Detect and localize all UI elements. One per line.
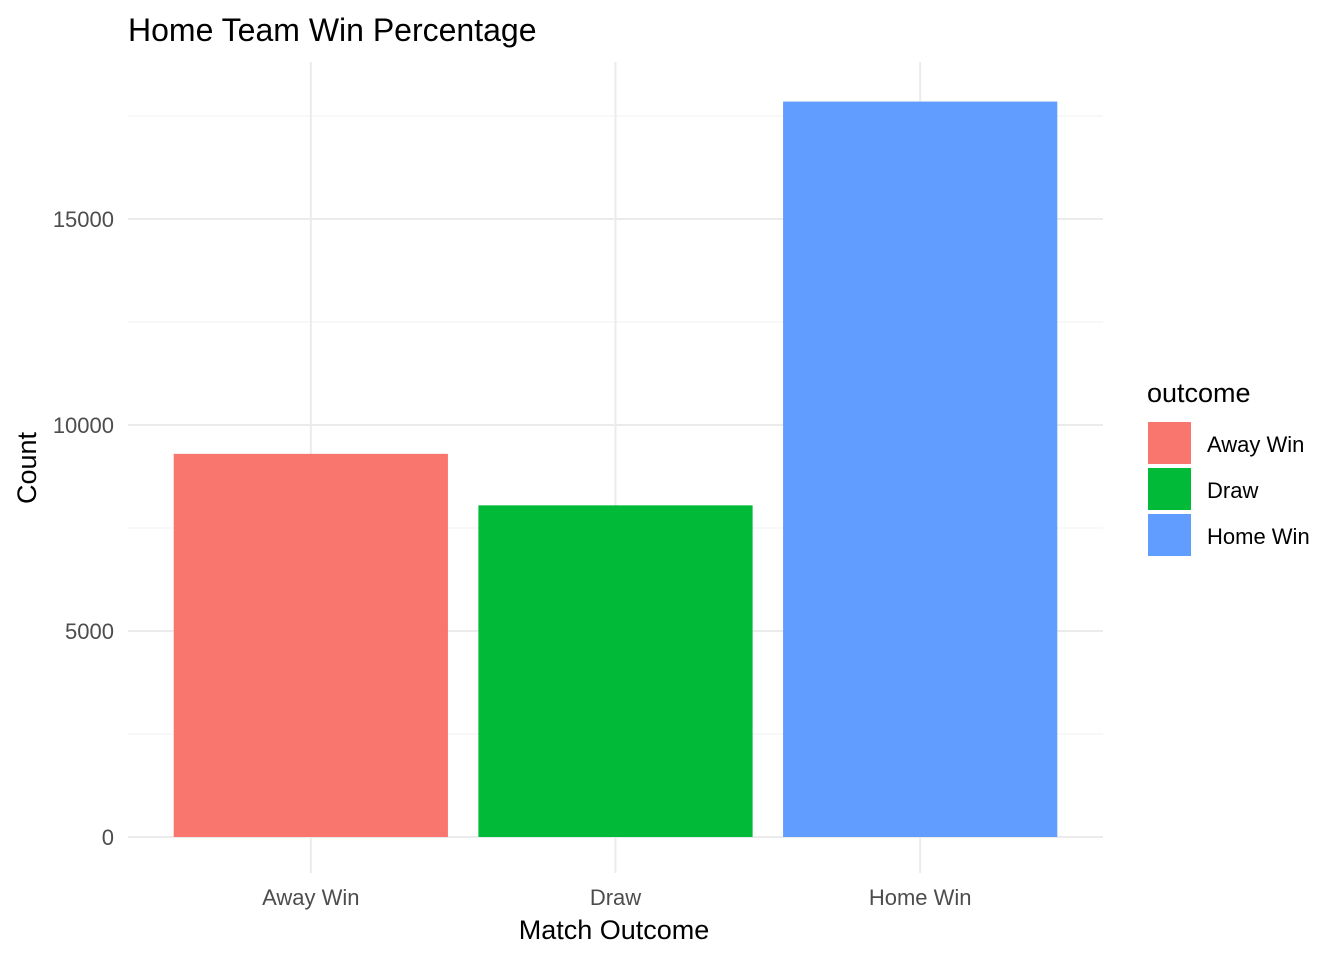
bars bbox=[173, 101, 1058, 837]
legend-label: Home Win bbox=[1207, 524, 1310, 549]
legend-swatch bbox=[1148, 422, 1191, 464]
bar-draw bbox=[478, 505, 753, 837]
chart-title: Home Team Win Percentage bbox=[128, 12, 536, 48]
legend-swatch bbox=[1148, 514, 1191, 556]
x-tick-label: Away Win bbox=[262, 885, 359, 910]
y-tick-label: 10000 bbox=[53, 413, 114, 438]
x-tick-label: Home Win bbox=[869, 885, 972, 910]
legend-label: Draw bbox=[1207, 478, 1258, 503]
y-tick-label: 15000 bbox=[53, 207, 114, 232]
legend-title: outcome bbox=[1147, 378, 1251, 408]
y-tick-label: 0 bbox=[102, 825, 114, 850]
x-axis-ticks: Away Win Draw Home Win bbox=[262, 885, 971, 910]
x-axis-title: Match Outcome bbox=[519, 915, 710, 945]
y-axis-ticks: 0 5000 10000 15000 bbox=[53, 207, 114, 850]
bar-home-win bbox=[783, 101, 1058, 837]
legend-swatch bbox=[1148, 468, 1191, 510]
legend-label: Away Win bbox=[1207, 432, 1304, 457]
legend-items: Away Win Draw Home Win bbox=[1148, 422, 1310, 556]
legend: outcome Away Win Draw Home Win bbox=[1147, 378, 1310, 556]
x-tick-label: Draw bbox=[590, 885, 641, 910]
y-tick-label: 5000 bbox=[65, 619, 114, 644]
y-axis-title: Count bbox=[12, 431, 42, 504]
bar-away-win bbox=[173, 453, 448, 837]
